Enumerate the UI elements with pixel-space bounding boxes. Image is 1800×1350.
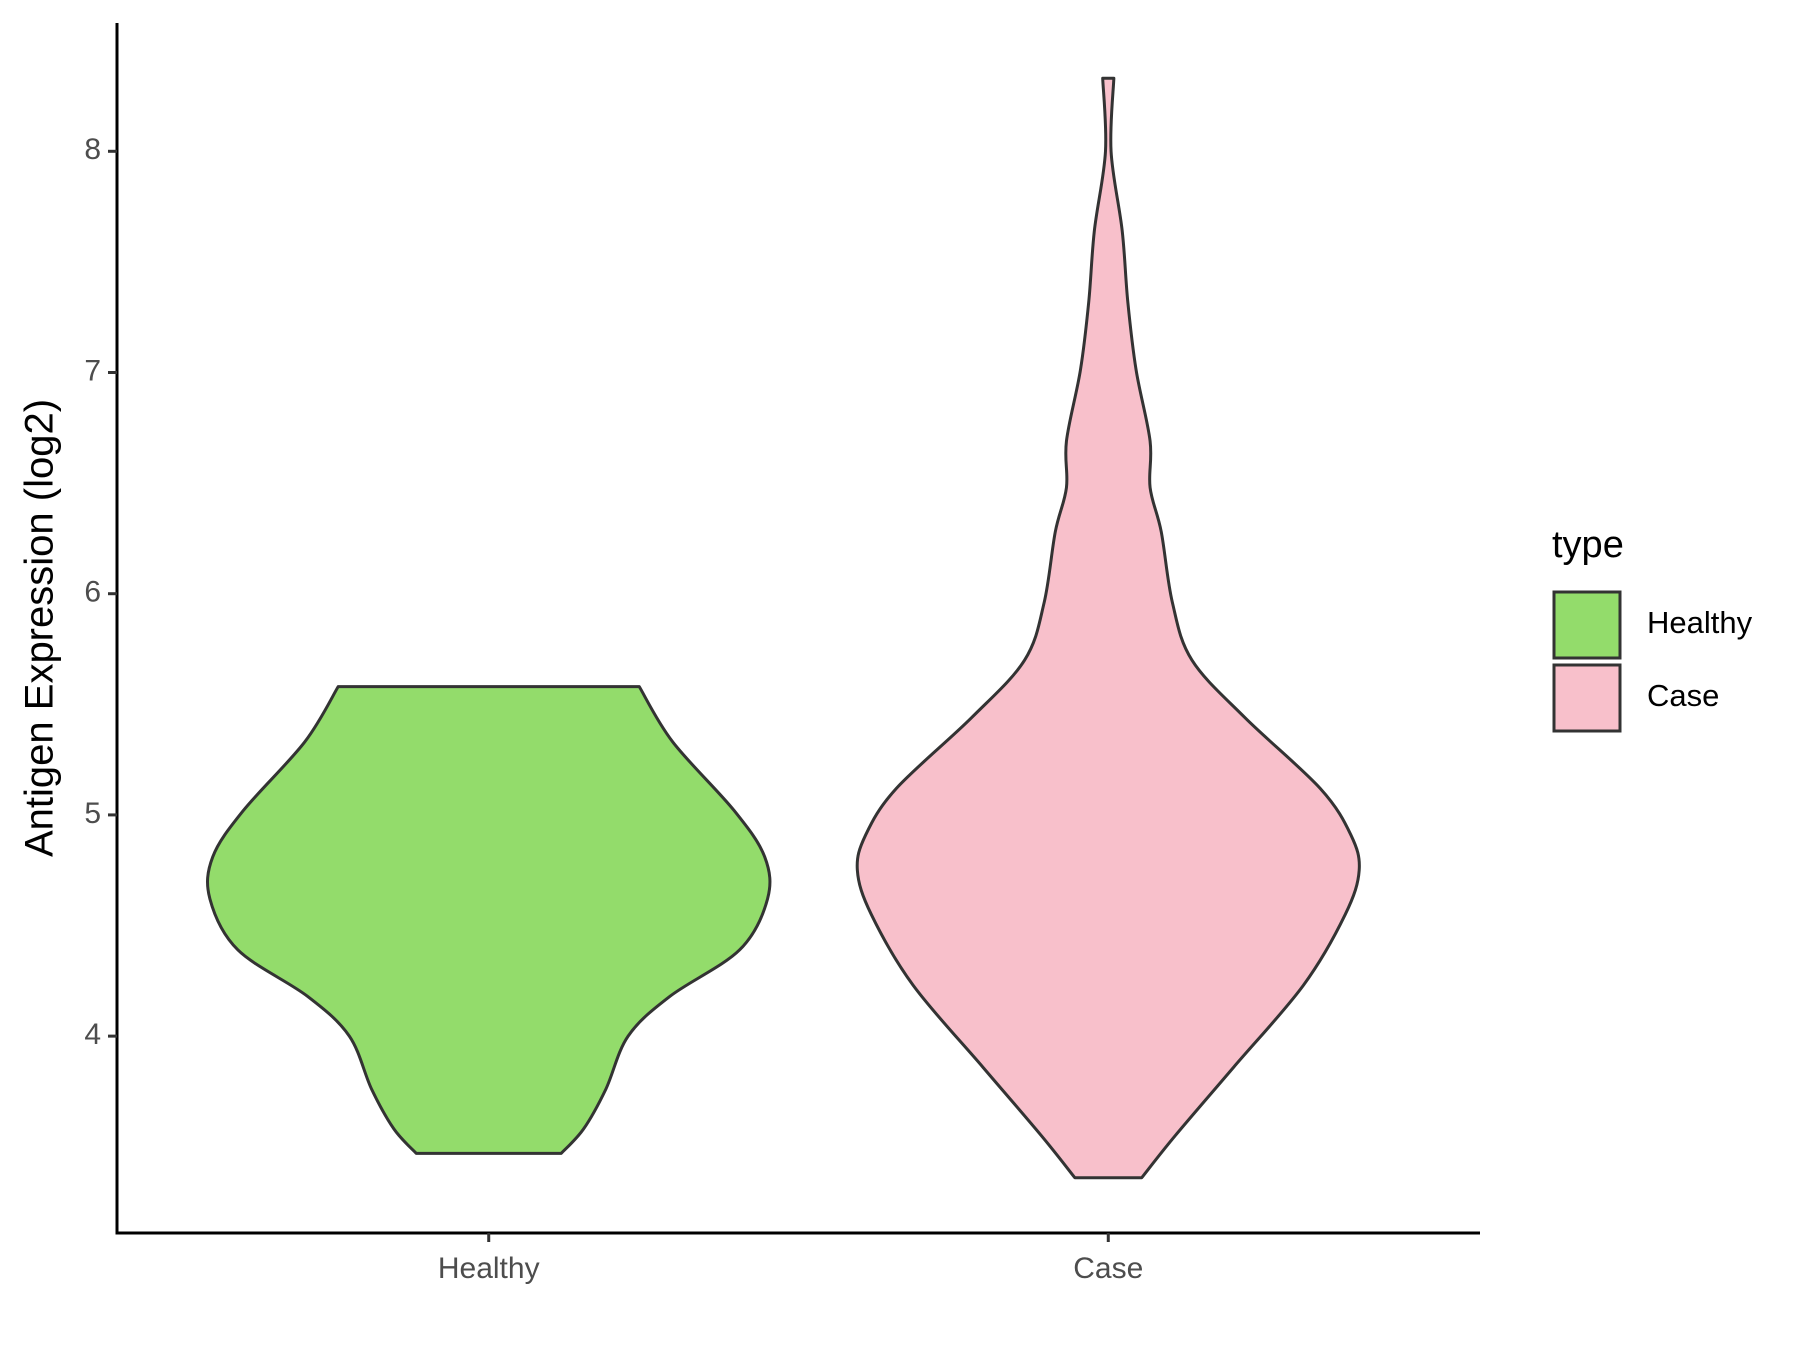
legend-title: type [1552,524,1624,566]
legend-label: Case [1647,678,1719,713]
y-tick-label: 5 [84,797,101,830]
y-axis-label: Antigen Expression (log2) [18,399,62,857]
y-tick-label: 8 [84,133,101,166]
y-tick-label: 6 [84,576,101,609]
y-tick-label: 7 [84,354,101,387]
legend-label: Healthy [1647,605,1753,640]
x-tick-label: Case [1073,1252,1143,1285]
violin [206,685,772,1155]
legend-key [1552,590,1622,660]
x-tick-label: Healthy [438,1252,540,1285]
y-tick-label: 4 [84,1018,101,1051]
violin [855,76,1361,1180]
legend-key [1552,663,1622,733]
